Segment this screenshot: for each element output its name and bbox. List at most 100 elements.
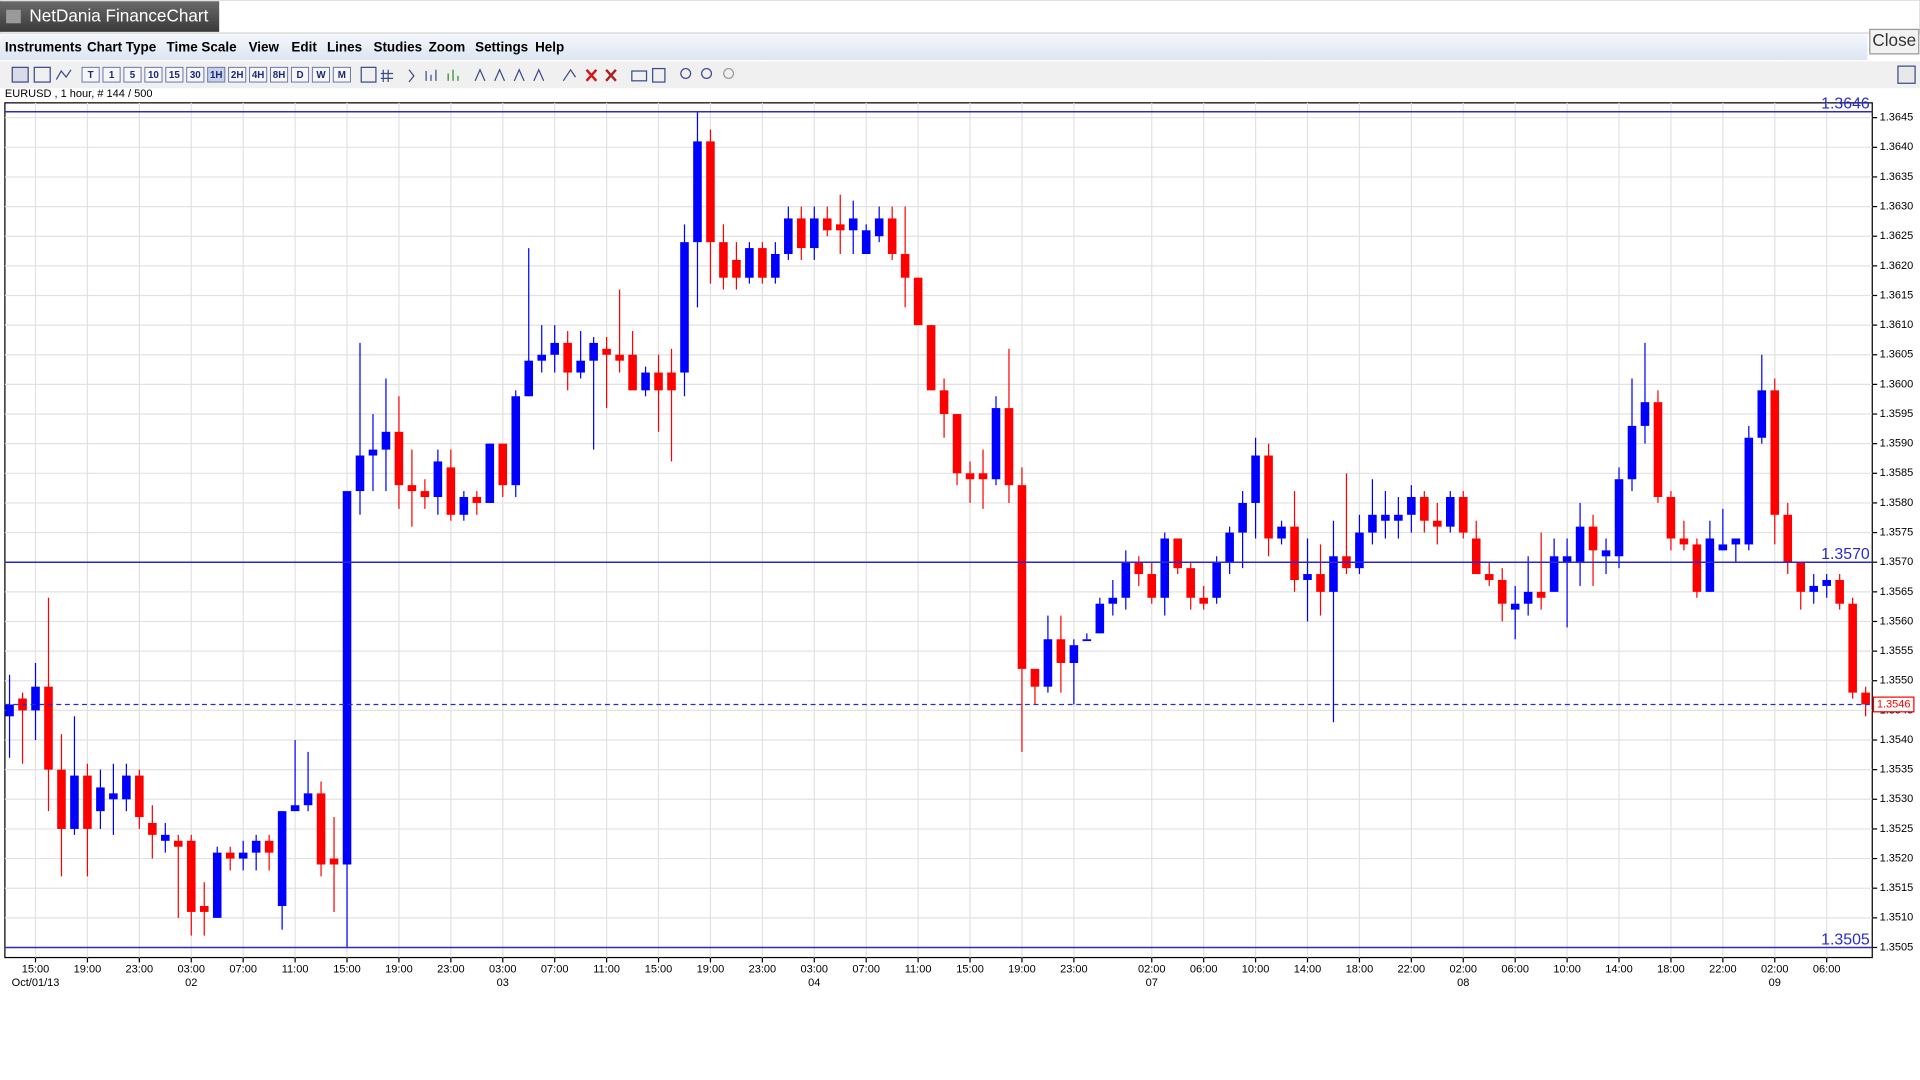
x-tick-label: 02:00 [1449,964,1477,976]
timescale-label[interactable]: 30 [190,70,201,81]
candle-body [290,805,300,812]
candle-body [109,793,118,800]
timescale-label[interactable]: 15 [169,70,180,81]
tool-icon[interactable] [605,68,617,82]
menu-item[interactable]: Studies [373,39,422,54]
y-tick-label: 1.3535 [1880,764,1914,776]
candle-body [342,491,352,865]
candle-body [1238,502,1247,533]
tool-icon[interactable] [11,66,29,83]
timescale-label[interactable]: D [296,70,303,81]
x-tick-label: 19:00 [74,964,102,976]
candle-body [122,775,131,800]
timescale-label[interactable]: W [316,70,326,81]
menu-item[interactable]: Edit [291,39,317,54]
candle-body [1069,645,1079,663]
candle-body [641,372,650,391]
timescale-button[interactable] [165,66,184,83]
menu-item[interactable]: View [249,39,280,54]
last-price-box [1872,696,1915,713]
timescale-label[interactable]: 1H [210,70,223,81]
candle-body [57,769,66,829]
timescale-button[interactable] [269,66,289,83]
candle-body [654,372,663,391]
menu-item[interactable]: Settings [475,39,528,54]
x-tick-label: 14:00 [1605,964,1633,976]
y-tick-label: 1.3515 [1880,882,1914,894]
y-tick-label: 1.3600 [1880,378,1914,390]
menu-item[interactable]: Instruments [5,39,82,54]
tool-icon[interactable] [723,67,735,79]
window-title: NetDania FinanceChart [29,6,208,26]
tool-icon[interactable] [55,69,72,80]
tool-icon[interactable] [585,68,598,82]
close-button[interactable] [1869,28,1920,55]
x-tick-label: 18:00 [1657,964,1685,976]
menu-item[interactable]: Zoom [429,39,466,54]
tool-icon[interactable] [652,67,666,83]
timescale-label[interactable]: 10 [148,70,159,81]
candle-body [1030,668,1040,687]
candle-body [1861,692,1870,705]
tool-icon[interactable] [680,67,692,79]
candle-body [602,348,611,355]
candle-body [135,775,144,818]
timescale-button[interactable] [102,66,121,83]
timescale-button[interactable] [311,66,331,83]
timescale-label[interactable]: 1 [109,70,115,81]
tool-icon[interactable] [380,69,394,83]
candle-body [810,218,819,249]
timescale-button[interactable] [290,66,310,83]
timescale-label[interactable]: 8H [273,70,286,81]
candle-body [485,443,495,503]
timescale-button[interactable] [332,66,351,83]
tool-icon[interactable] [1897,65,1916,84]
y-tick-label: 1.3555 [1880,645,1914,657]
menu-item[interactable]: Chart Type [87,39,157,54]
candle-body [420,491,430,498]
tool-icon[interactable] [408,69,415,83]
tool-icon[interactable] [360,66,377,83]
y-tick-label: 1.3540 [1880,734,1914,746]
menu-item[interactable]: Lines [327,39,362,54]
tool-icon[interactable] [631,70,648,82]
menu-item[interactable]: Time Scale [167,39,238,54]
price-line-label: 1.3646 [1821,96,1870,113]
timescale-label[interactable]: 4H [252,70,265,81]
title-bar [0,0,1920,34]
x-tick-label: 06:00 [1190,964,1218,976]
candle-body [1471,538,1481,575]
timescale-button[interactable] [81,66,100,83]
tool-icon[interactable] [474,68,545,82]
timescale-label[interactable]: 2H [231,70,244,81]
timescale-button[interactable] [207,66,226,83]
candle-body [1017,485,1027,669]
candle-body [1705,538,1715,592]
menu-item[interactable]: Help [535,39,564,54]
timescale-button[interactable] [249,66,268,83]
timescale-button[interactable] [123,66,142,83]
x-tick-label: 11:00 [905,964,932,976]
candle-body [1108,597,1118,604]
y-tick-label: 1.3525 [1880,823,1914,835]
x-tick-label: 03:00 [800,964,828,976]
candle-body [745,248,754,278]
candle-body [1277,526,1286,539]
timescale-label[interactable]: T [88,70,94,81]
timescale-button[interactable] [144,66,163,83]
x-tick-label: 15:00 [22,964,50,976]
timescale-label[interactable]: M [338,70,346,81]
close-label[interactable]: Close [1872,30,1916,50]
timescale-button[interactable] [186,66,205,83]
candle-body [459,497,469,515]
tool-icon[interactable] [33,66,51,83]
tool-icon[interactable] [447,69,459,81]
timescale-label[interactable]: 5 [130,70,136,81]
tool-icon[interactable] [425,69,437,81]
tool-icon[interactable] [562,68,577,82]
tool-icon[interactable] [701,67,713,79]
timescale-button[interactable] [228,66,247,83]
x-date-label: 08 [1457,977,1469,989]
